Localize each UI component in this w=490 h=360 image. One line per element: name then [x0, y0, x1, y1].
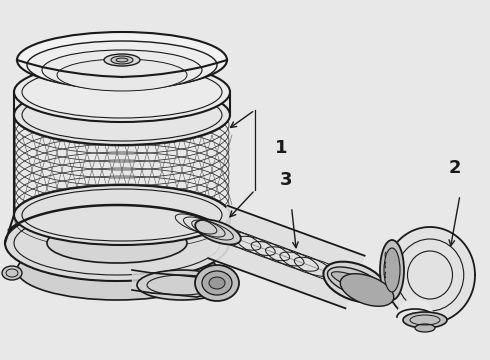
Ellipse shape — [17, 32, 227, 88]
Ellipse shape — [14, 185, 230, 245]
Ellipse shape — [2, 266, 22, 280]
Polygon shape — [385, 227, 475, 323]
Text: 1: 1 — [275, 139, 288, 157]
Ellipse shape — [380, 240, 404, 300]
Ellipse shape — [116, 58, 128, 62]
Ellipse shape — [327, 267, 383, 297]
Ellipse shape — [111, 56, 133, 64]
Ellipse shape — [14, 62, 230, 122]
Ellipse shape — [195, 265, 239, 301]
Ellipse shape — [403, 312, 447, 328]
Ellipse shape — [209, 277, 225, 289]
Ellipse shape — [195, 220, 241, 244]
Text: 2: 2 — [449, 159, 461, 177]
Ellipse shape — [384, 248, 400, 292]
Ellipse shape — [5, 205, 229, 281]
Ellipse shape — [202, 271, 232, 295]
Ellipse shape — [331, 272, 379, 292]
Ellipse shape — [42, 50, 202, 90]
Wedge shape — [397, 299, 433, 317]
Ellipse shape — [323, 262, 387, 302]
Ellipse shape — [104, 54, 140, 66]
Ellipse shape — [47, 223, 187, 263]
Ellipse shape — [57, 59, 187, 91]
Ellipse shape — [415, 324, 435, 332]
Ellipse shape — [14, 85, 230, 145]
Polygon shape — [208, 206, 365, 308]
Ellipse shape — [17, 240, 217, 300]
Ellipse shape — [137, 270, 227, 300]
Ellipse shape — [27, 41, 217, 89]
Ellipse shape — [340, 274, 394, 306]
Text: 3: 3 — [280, 171, 293, 189]
